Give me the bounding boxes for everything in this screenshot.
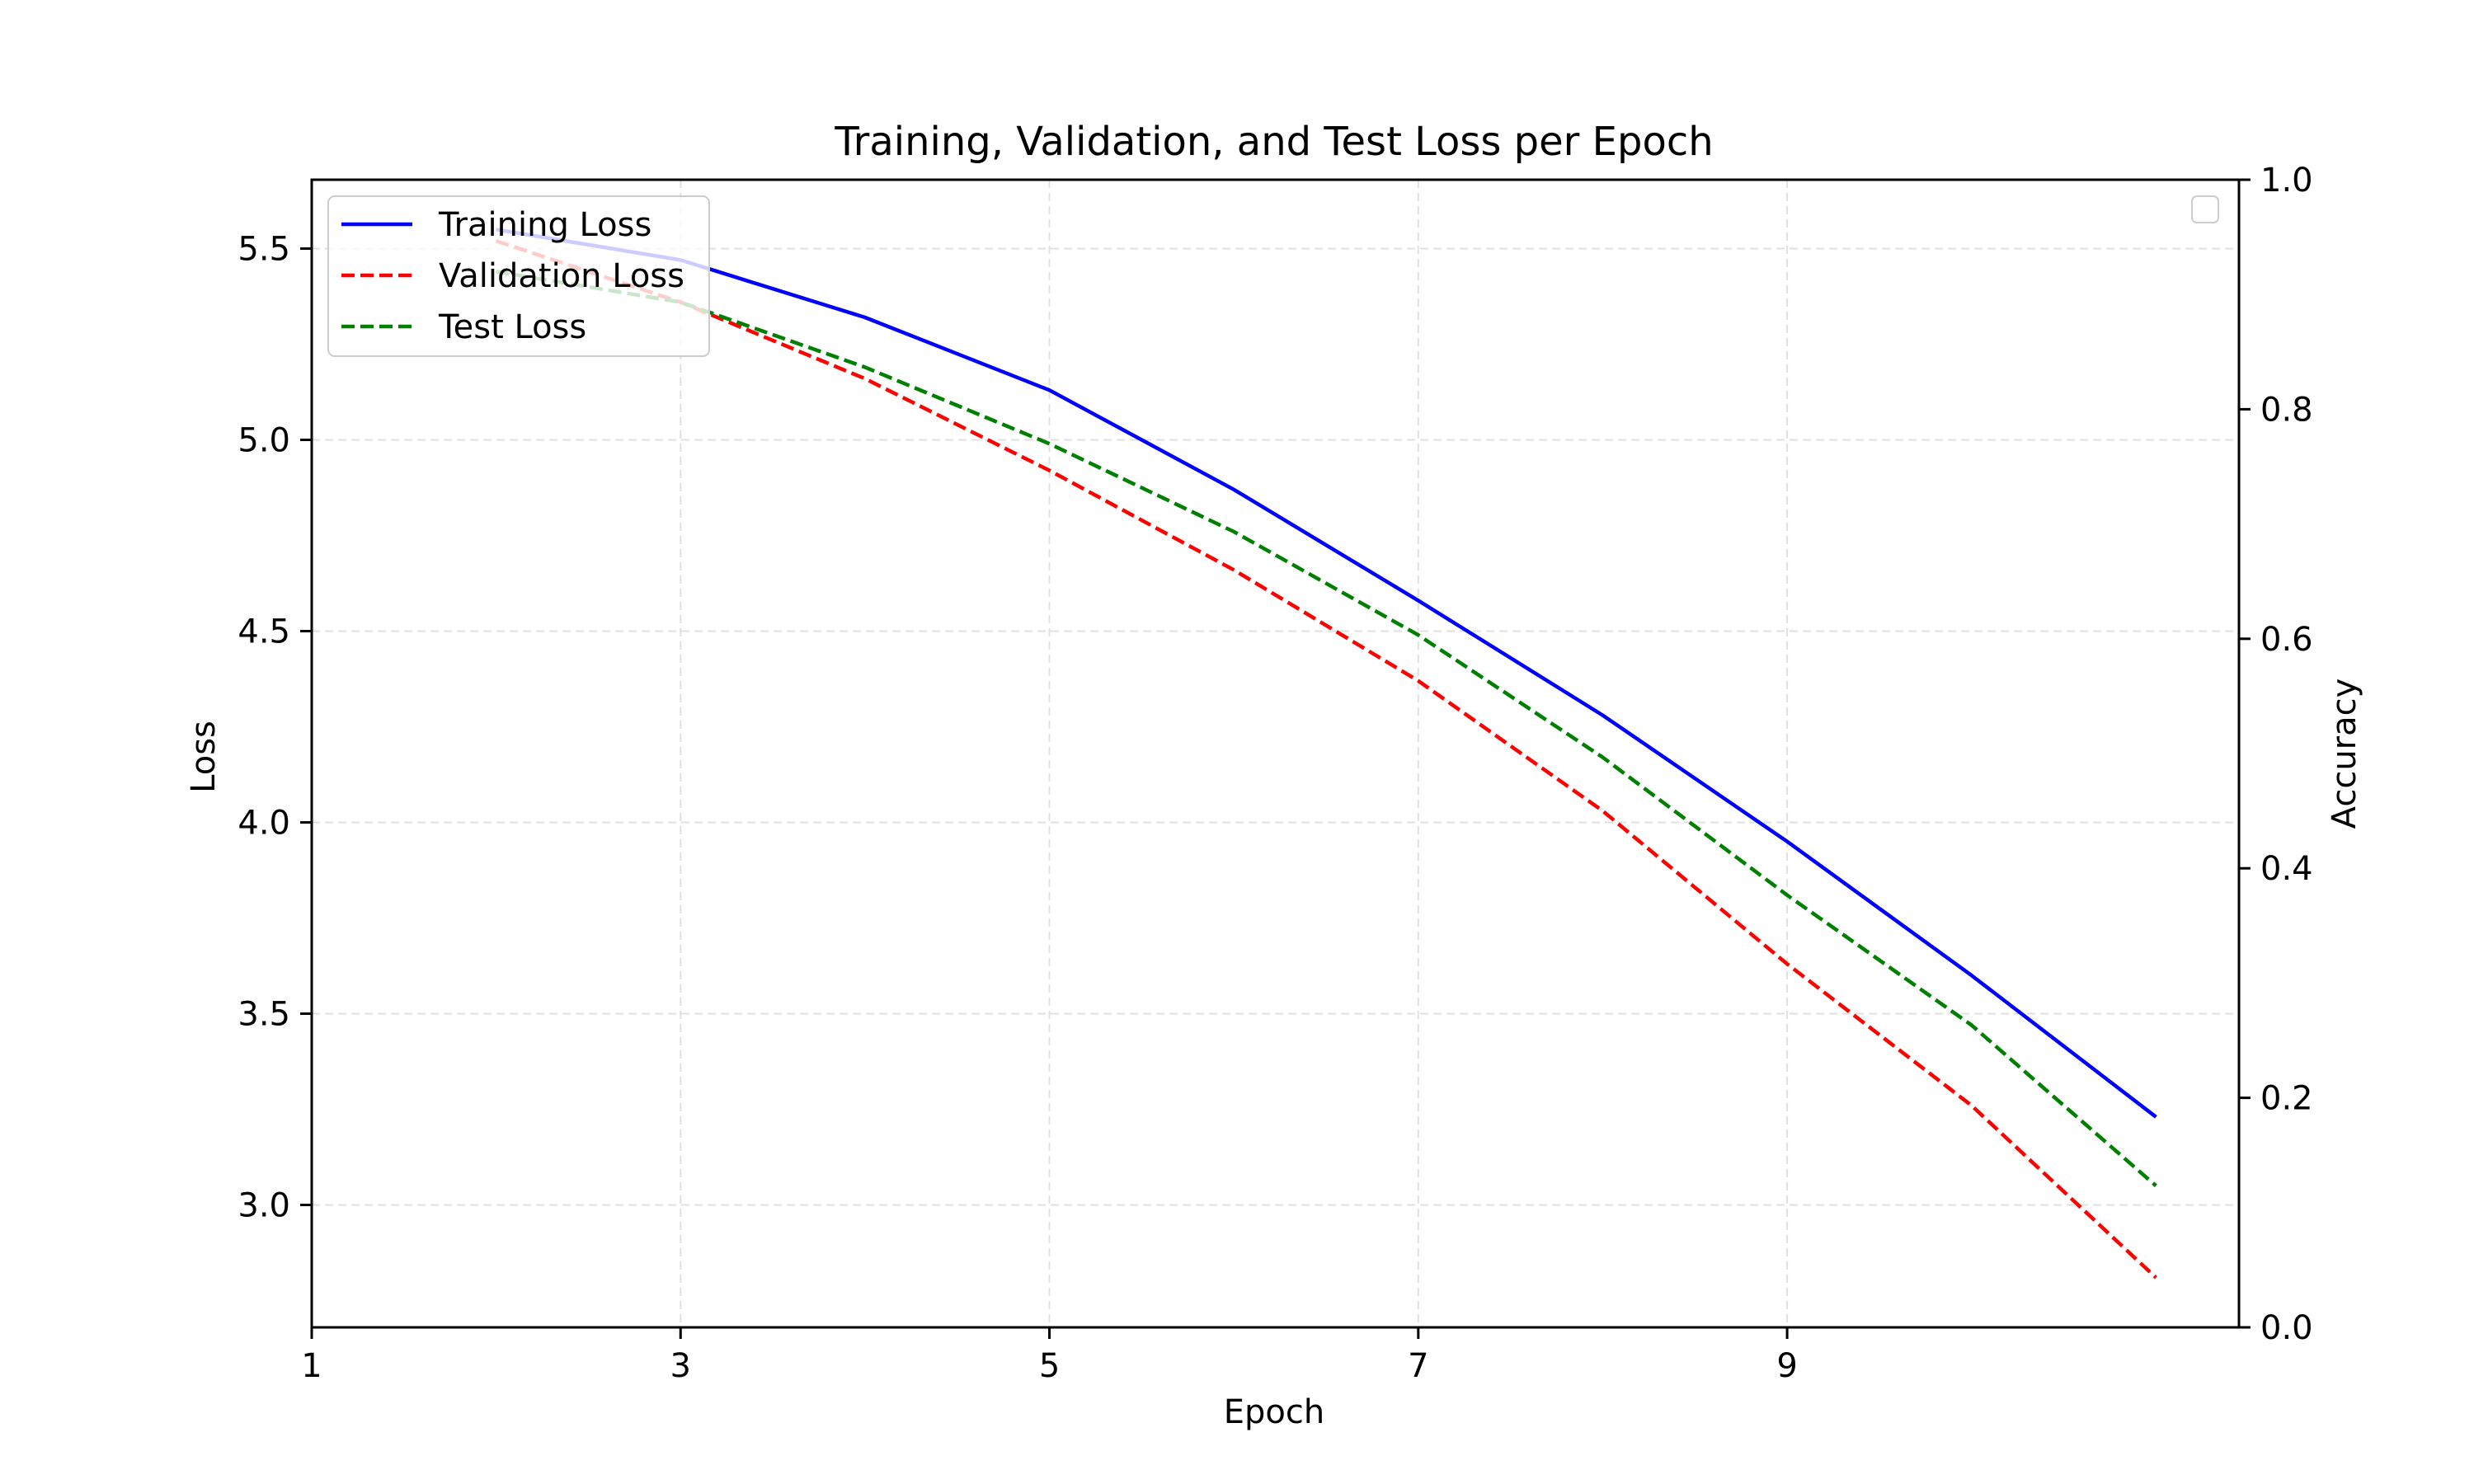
x-axis-title: Epoch bbox=[1224, 1393, 1324, 1431]
y2-tick-label: 1.0 bbox=[2260, 162, 2313, 200]
legend: Training Loss Validation Loss Test Loss bbox=[327, 195, 710, 357]
y2-tick-label: 0.0 bbox=[2260, 1309, 2313, 1347]
y-axis-left: 3.0 3.5 4.0 4.5 5.0 5.5 bbox=[238, 231, 312, 1225]
series-line-training-loss bbox=[496, 228, 2157, 1119]
series-line-test-loss bbox=[496, 270, 2157, 1187]
x-tick-label: 1 bbox=[301, 1347, 322, 1385]
y-axis-title: Loss bbox=[185, 721, 223, 793]
x-axis: 1 3 5 7 9 bbox=[301, 1327, 1798, 1385]
legend-label: Test Loss bbox=[438, 308, 586, 346]
x-tick-label: 9 bbox=[1776, 1347, 1797, 1385]
y-tick-label: 3.0 bbox=[238, 1187, 290, 1225]
y-axis-right: 0.0 0.2 0.4 0.6 0.8 1.0 bbox=[2239, 162, 2313, 1347]
legend-label: Training Loss bbox=[438, 206, 651, 244]
y2-tick-label: 0.4 bbox=[2260, 850, 2313, 888]
y2-tick-label: 0.6 bbox=[2260, 621, 2313, 659]
series-line-validation-loss bbox=[495, 239, 2157, 1280]
chart-title: Training, Validation, and Test Loss per … bbox=[834, 119, 1713, 165]
y-tick-label: 4.5 bbox=[238, 613, 290, 651]
series-layer bbox=[495, 228, 2157, 1280]
x-tick-label: 5 bbox=[1039, 1347, 1060, 1385]
x-tick-label: 3 bbox=[670, 1347, 691, 1385]
y-tick-label: 3.5 bbox=[238, 996, 290, 1034]
y-tick-label: 4.0 bbox=[238, 805, 290, 843]
legend-box bbox=[327, 195, 710, 357]
secondary-legend-box bbox=[2191, 195, 2219, 223]
y2-tick-label: 0.2 bbox=[2260, 1080, 2313, 1118]
y2-tick-label: 0.8 bbox=[2260, 391, 2313, 429]
legend-label: Validation Loss bbox=[439, 257, 684, 295]
x-tick-label: 7 bbox=[1408, 1347, 1428, 1385]
y2-axis-title: Accuracy bbox=[2326, 679, 2363, 829]
plot-frame bbox=[310, 178, 2241, 1329]
y-tick-label: 5.5 bbox=[238, 231, 290, 269]
y-tick-label: 5.0 bbox=[238, 422, 290, 460]
